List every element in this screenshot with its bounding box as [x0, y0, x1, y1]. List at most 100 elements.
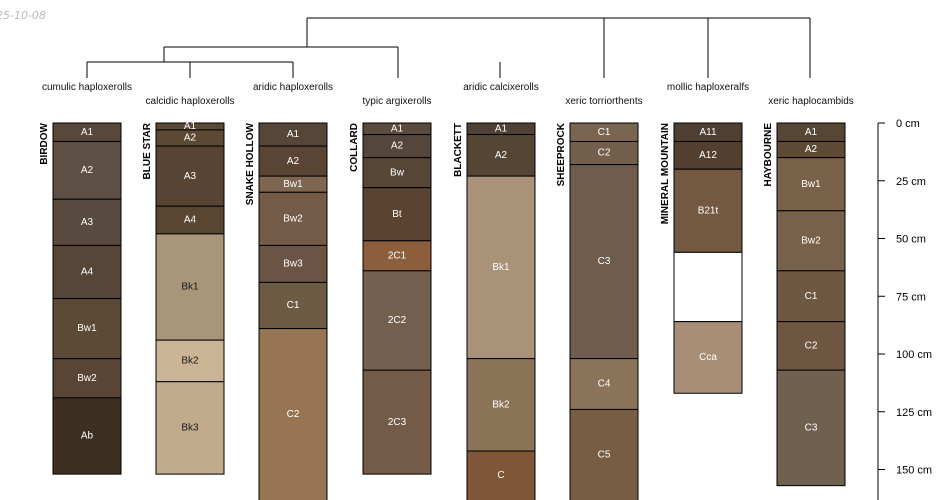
horizon-block — [155, 233, 225, 341]
depth-tick-label: 100 cm — [896, 349, 932, 361]
horizon-block — [155, 145, 225, 207]
soil-profile: HAYBOURNE A1 A2 Bw1 Bw2 C1 C2 C3 — [763, 122, 846, 487]
horizon-block — [52, 358, 122, 399]
horizon-block — [569, 408, 639, 500]
soil-profile: SNAKE HOLLOW A1 A2 Bw1 Bw2 Bw3 C1 C2 — [245, 122, 328, 500]
depth-tick-label: 125 cm — [896, 407, 932, 419]
horizon-block — [776, 270, 846, 323]
horizon-label: C1 — [598, 127, 611, 138]
horizon-block — [673, 168, 743, 253]
horizon-label: A4 — [184, 215, 197, 226]
horizon-block — [776, 369, 846, 487]
horizon-block — [155, 205, 225, 235]
taxonomy-label: cumulic haploxerolls — [42, 82, 132, 93]
horizon-label: A2 — [81, 165, 94, 176]
horizon-label: C2 — [287, 409, 300, 420]
horizon-label: Bw2 — [283, 214, 303, 225]
horizon-block — [673, 140, 743, 170]
horizon-label: Bk3 — [181, 423, 199, 434]
soil-name: BIRDOW — [39, 122, 50, 164]
taxonomy-label: xeric torriorthents — [565, 96, 642, 107]
horizon-label: C4 — [598, 379, 611, 390]
soil-name: COLLARD — [349, 123, 360, 172]
horizon-label: Bw2 — [77, 373, 97, 384]
depth-axis: 0 cm 25 cm 50 cm 75 cm 100 cm 125 cm 150 cm — [877, 118, 932, 500]
horizon-block — [569, 164, 639, 360]
horizon-label: A12 — [699, 150, 717, 161]
soil-name: MINERAL MOUNTAIN — [660, 123, 671, 224]
horizon-label: A1 — [287, 129, 300, 140]
horizon-label: A1 — [184, 121, 197, 132]
horizon-label: A2 — [805, 144, 818, 155]
soil-name: BLACKETT — [453, 123, 464, 177]
horizon-label: C5 — [598, 449, 611, 460]
horizon-label: A1 — [81, 127, 94, 138]
taxonomy-label: aridic haploxerolls — [253, 82, 333, 93]
horizon-label: Bk1 — [181, 282, 199, 293]
horizon-block — [258, 328, 328, 500]
taxonomy-label: calcidic haploxerolls — [146, 96, 235, 107]
horizon-label: C2 — [598, 148, 611, 159]
horizon-label: Bk2 — [181, 356, 199, 367]
horizon-label: A1 — [805, 127, 818, 138]
horizon-label: Bk2 — [492, 399, 510, 410]
horizon-label: Bw3 — [283, 259, 303, 270]
horizon-block — [362, 270, 432, 371]
horizon-label: 2C3 — [388, 417, 407, 428]
horizon-label: Bk1 — [492, 262, 510, 273]
horizon-block — [776, 210, 846, 272]
horizon-label: 2C2 — [388, 315, 407, 326]
horizon-block — [155, 381, 225, 475]
horizon-label: A3 — [81, 217, 94, 228]
horizon-label: A1 — [391, 123, 404, 134]
horizon-block — [362, 187, 432, 242]
horizon-block — [466, 450, 536, 500]
horizon-label: C3 — [598, 256, 611, 267]
depth-tick-label: 0 cm — [896, 118, 920, 130]
horizon-block — [258, 191, 328, 246]
horizon-label: A2 — [287, 156, 300, 167]
horizon-label: A1 — [495, 123, 508, 134]
taxonomy-label: aridic calcixerolls — [463, 82, 539, 93]
horizon-label: C3 — [805, 423, 818, 434]
horizon-label: Bw — [390, 167, 405, 178]
taxonomy-labels: cumulic haploxerolls calcidic haploxeroll… — [42, 82, 854, 107]
horizon-label: A2 — [184, 133, 197, 144]
horizon-label: A11 — [699, 127, 716, 138]
horizon-label: A2 — [495, 150, 508, 161]
date-stamp: 2025-10-08 — [0, 9, 46, 22]
depth-tick-label: 50 cm — [896, 234, 926, 246]
horizon-label: Bt — [392, 209, 402, 220]
soil-name: HAYBOURNE — [763, 123, 774, 187]
horizon-block — [362, 240, 432, 272]
horizon-label: Bw1 — [77, 323, 97, 334]
depth-tick-label: 25 cm — [896, 176, 926, 188]
horizon-label: C1 — [287, 300, 300, 311]
soil-profile: BIRDOW A1 A2 A3 A4 Bw1 Bw2 Ab — [39, 122, 122, 475]
taxonomy-label: mollic haploxeralfs — [667, 82, 749, 93]
horizon-block — [673, 321, 743, 394]
soil-profile: SHEEPROCK C1 C2 C3 C4 C5 — [556, 122, 639, 500]
horizon-label: B21t — [698, 205, 719, 216]
soil-name: SNAKE HOLLOW — [245, 122, 256, 205]
horizon-label: A4 — [81, 267, 94, 278]
horizon-block — [776, 321, 846, 371]
horizon-label: Cca — [699, 352, 717, 363]
horizon-label: A3 — [184, 171, 197, 182]
horizon-block — [362, 369, 432, 475]
horizon-label: C1 — [805, 291, 818, 302]
horizon-label: 2C1 — [388, 250, 407, 261]
soil-profile: MINERAL MOUNTAIN A11 A12 B21t Cca — [660, 122, 743, 394]
horizon-block — [362, 157, 432, 189]
depth-tick-label: 75 cm — [896, 291, 926, 303]
horizon-block — [466, 134, 536, 177]
soil-profile: BLACKETT A1 A2 Bk1 Bk2 C — [453, 122, 536, 500]
horizon-label: Ab — [81, 431, 94, 442]
taxonomy-label: xeric haplocambids — [768, 96, 854, 107]
horizon-label: A2 — [391, 141, 404, 152]
horizon-block — [673, 251, 743, 323]
horizon-label: Bw2 — [801, 235, 821, 246]
